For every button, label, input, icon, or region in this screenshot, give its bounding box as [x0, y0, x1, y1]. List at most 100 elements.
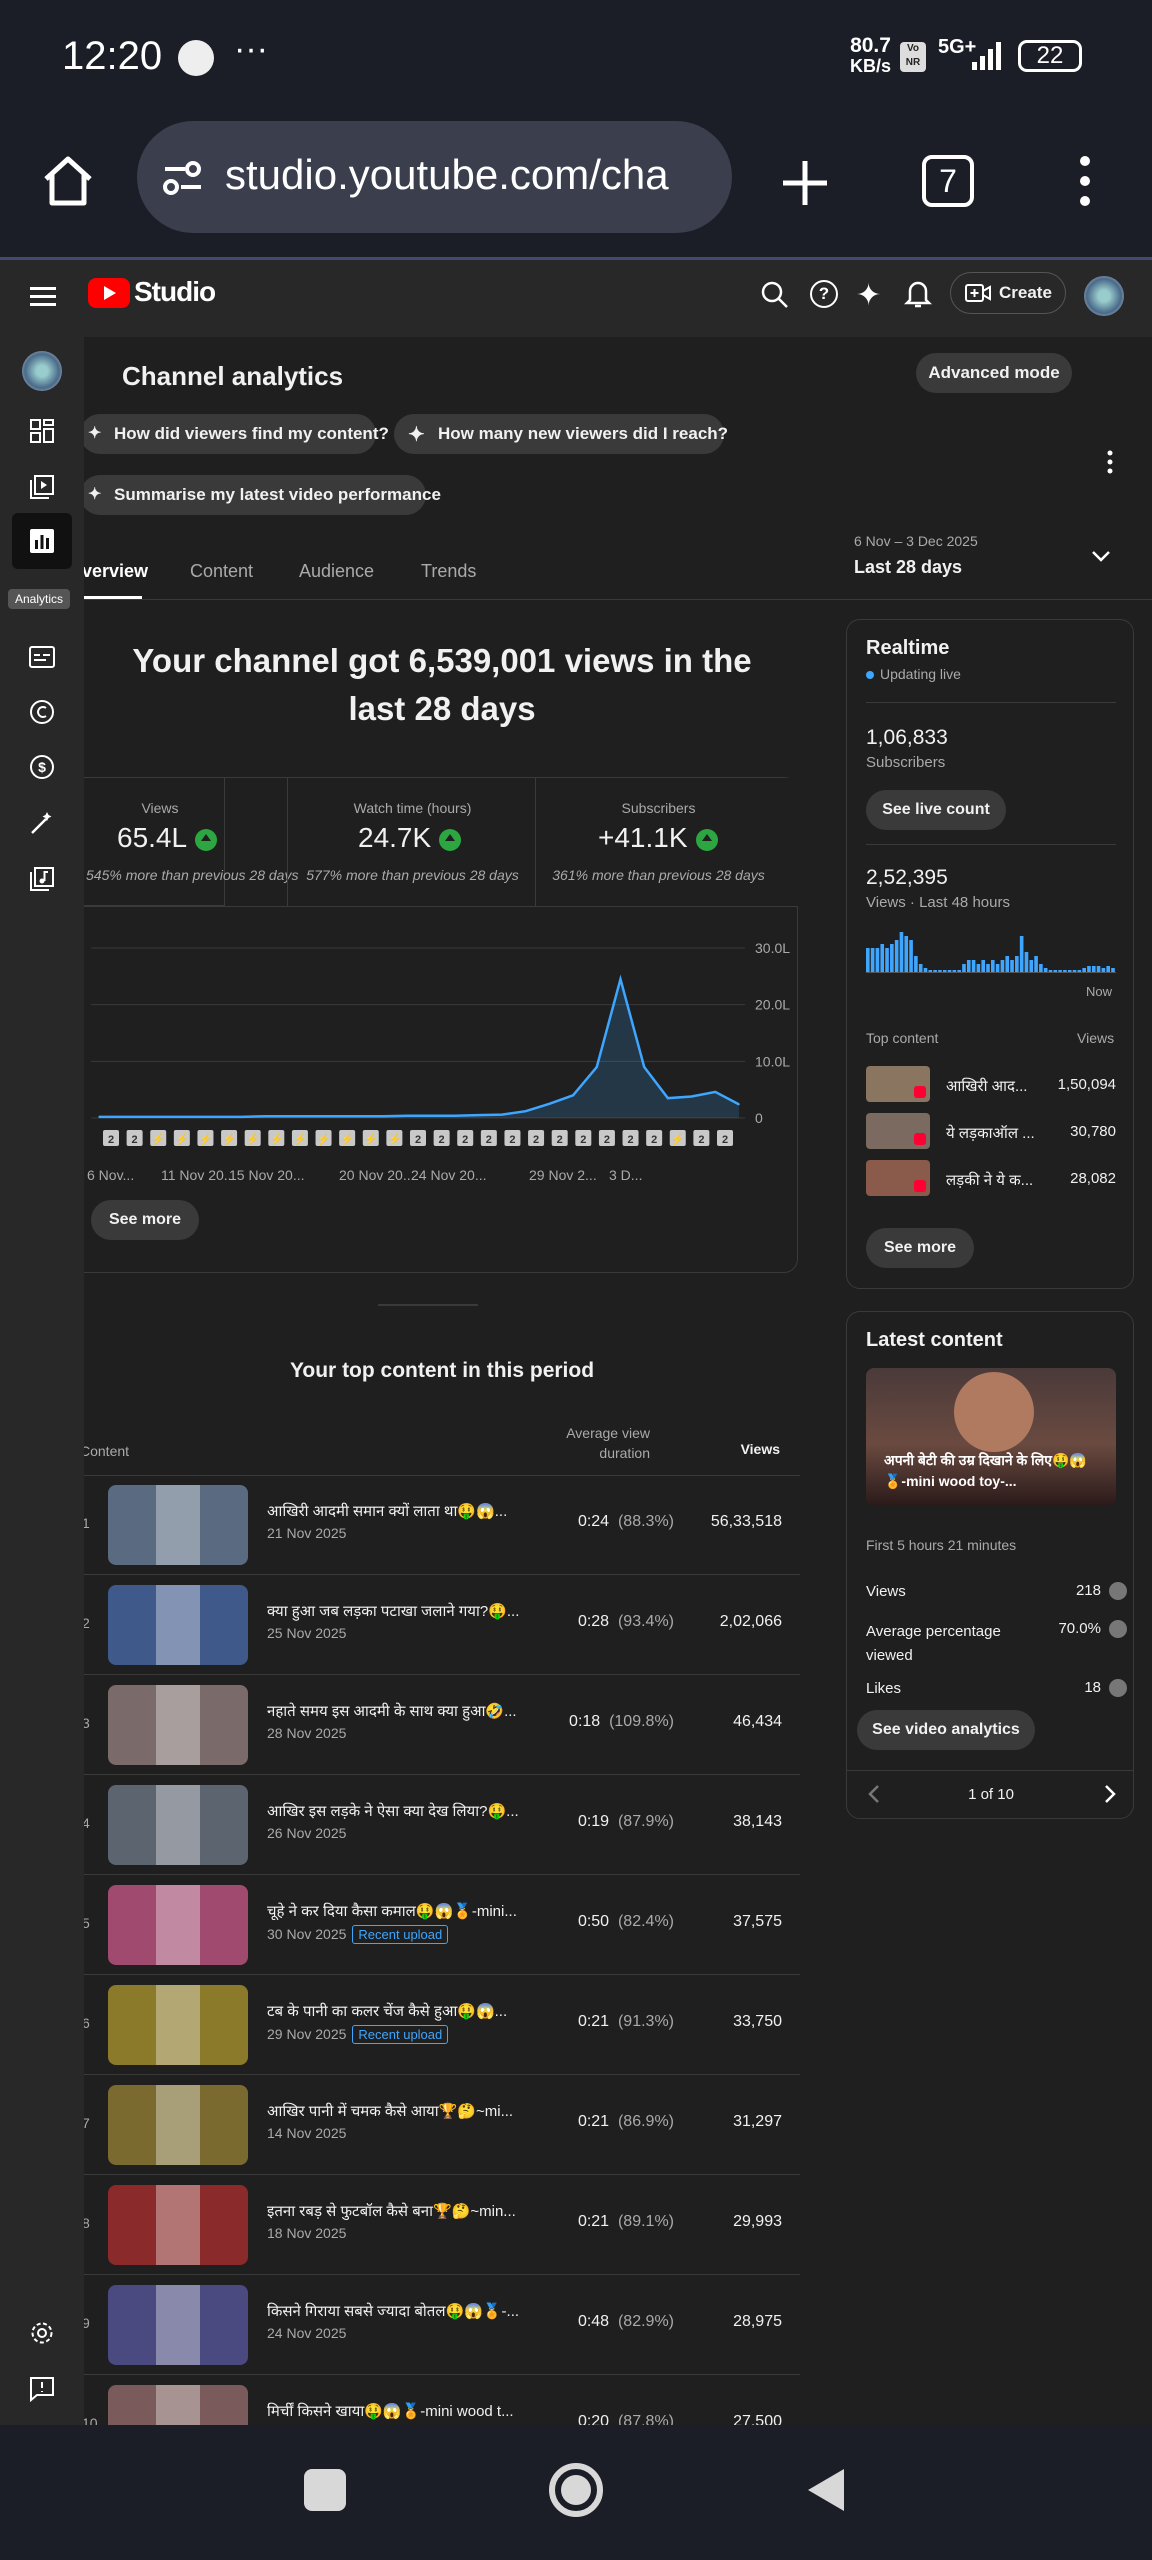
status-bar: 12:20 ··· 80.7 KB/s Vo NR 5G+ 22	[0, 0, 1152, 115]
see-video-analytics-button[interactable]: See video analytics	[857, 1710, 1035, 1750]
metric-subscribers[interactable]: Subscribers +41.1K 361% more than previo…	[536, 778, 798, 906]
marker-label: 2	[698, 1134, 704, 1146]
video-thumbnail[interactable]	[108, 2185, 248, 2265]
top-content-label: Top content	[866, 1030, 939, 1046]
content-icon[interactable]	[22, 467, 62, 507]
sidebar-item-analytics[interactable]	[12, 513, 72, 569]
video-thumbnail[interactable]	[108, 1585, 248, 1665]
tab-audience[interactable]: Audience	[299, 561, 375, 581]
table-row[interactable]: 5 चूहे ने कर दिया कैसा कमाल🤑😱🏅-mini... 30 …	[84, 1875, 800, 1975]
site-settings-icon[interactable]	[161, 157, 203, 199]
x-tick-label: 20 Nov 20...	[339, 1167, 415, 1183]
hamburger-menu-icon[interactable]	[30, 284, 58, 310]
subtitles-icon[interactable]	[22, 637, 62, 677]
latest-content-title: Latest content	[866, 1329, 1003, 1351]
latest-video-thumbnail[interactable]: अपनी बेटी की उम्र दिखाने के लिए🤑😱🏅-mini …	[866, 1368, 1116, 1506]
table-row[interactable]: 9 किसने गिराया सबसे ज्यादा बोतल🤑😱🏅-... 24 …	[84, 2275, 800, 2375]
video-title[interactable]: मिर्चीं किसने खाया🤑😱🏅-mini wood t...	[267, 2403, 514, 2420]
suggestion-chip-1[interactable]: ✦ How did viewers find my content?	[84, 414, 389, 454]
realtime-top-item[interactable]: ये लड़काऑल ... 30,780	[866, 1111, 1116, 1151]
video-marker-icon	[103, 1130, 119, 1146]
table-row[interactable]: 10 मिर्चीं किसने खाया🤑😱🏅-mini wood t... 0:…	[84, 2375, 800, 2425]
video-title[interactable]: किसने गिराया सबसे ज्यादा बोतल🤑😱🏅-...	[267, 2303, 520, 2320]
video-marker-icon	[693, 1130, 710, 1146]
chevron-right-icon[interactable]	[1102, 1784, 1118, 1804]
studio-logo-text[interactable]: Studio	[134, 276, 216, 307]
create-button[interactable]: Create	[950, 272, 1066, 314]
customization-wand-icon[interactable]	[22, 803, 62, 843]
realtime-top-item[interactable]: आखिरी आद... 1,50,094	[866, 1064, 1116, 1104]
avg-view-duration: 0:24 (88.3%)	[577, 1513, 674, 1530]
marker-label: 2	[722, 1134, 728, 1146]
url-bar[interactable]: studio.youtube.com/cha	[137, 121, 732, 233]
settings-gear-icon[interactable]	[22, 2313, 62, 2353]
video-thumbnail[interactable]	[108, 1685, 248, 1765]
notifications-bell-icon[interactable]	[903, 278, 933, 310]
table-row[interactable]: 6 टब के पानी का कलर चेंज कैसे हुआ🤑😱... 29 …	[84, 1975, 800, 2075]
video-thumbnail[interactable]	[108, 1885, 248, 1965]
video-title[interactable]: क्या हुआ जब लड़का पटाखा जलाने गया?🤑...	[267, 1603, 520, 1620]
realtime-bar-chart[interactable]	[866, 930, 1116, 972]
url-text[interactable]: studio.youtube.com/cha	[225, 151, 669, 198]
video-thumbnail[interactable]	[108, 1785, 248, 1865]
tab-count-icon[interactable]: 7	[922, 155, 974, 207]
table-row[interactable]: 2 क्या हुआ जब लड़का पटाखा जलाने गया?🤑... 2…	[84, 1575, 800, 1675]
table-row[interactable]: 4 आखिर इस लड़के ने ऐसा क्या देख लिया?🤑...…	[84, 1775, 800, 1875]
audio-library-icon[interactable]	[22, 859, 62, 899]
video-thumbnail[interactable]	[108, 1985, 248, 2065]
suggestion-chip-2[interactable]: ✦ How many new viewers did I reach?	[394, 414, 728, 454]
sparkle-icon[interactable]: ✦	[856, 279, 882, 312]
video-title[interactable]: इतना रबड़ से फुटबॉल कैसे बना🏆🤔~min...	[267, 2203, 516, 2220]
video-title[interactable]: आखिर पानी में चमक कैसे आया🏆🤔~mi...	[267, 2103, 514, 2120]
dashboard-icon[interactable]	[22, 411, 62, 451]
table-row[interactable]: 1 आखिरी आदमी समान क्यों लाता था🤑😱... 21 No…	[84, 1475, 800, 1575]
youtube-logo-icon[interactable]	[88, 278, 130, 308]
account-avatar[interactable]	[1084, 276, 1124, 316]
short-marker-icon	[197, 1130, 214, 1146]
marker-label: ⚡	[175, 1133, 189, 1146]
video-title[interactable]: आखिरी आदमी समान क्यों लाता था🤑😱...	[267, 1503, 508, 1520]
copyright-icon[interactable]	[22, 692, 62, 732]
advanced-mode-button[interactable]: Advanced mode	[916, 353, 1072, 393]
tab-content[interactable]: Content	[190, 561, 254, 581]
video-thumbnail[interactable]	[108, 2385, 248, 2425]
table-row[interactable]: 7 आखिर पानी में चमक कैसे आया🏆🤔~mi... 14 No…	[84, 2075, 800, 2175]
new-tab-icon[interactable]	[775, 153, 835, 213]
table-row[interactable]: 3 नहाते समय इस आदमी के साथ क्या हुआ🤣... 28…	[84, 1675, 800, 1775]
help-icon[interactable]: ?	[810, 280, 838, 308]
realtime-top-item[interactable]: लड़की ने ये क... 28,082	[866, 1158, 1116, 1198]
realtime-bar	[981, 960, 985, 972]
table-row[interactable]: 8 इतना रबड़ से फुटबॉल कैसे बना🏆🤔~min... 18…	[84, 2175, 800, 2275]
feedback-icon[interactable]	[22, 2369, 62, 2409]
video-thumbnail[interactable]	[108, 2085, 248, 2165]
video-title[interactable]: चूहे ने कर दिया कैसा कमाल🤑😱🏅-mini...	[267, 1903, 517, 1920]
earn-icon[interactable]: $	[22, 747, 62, 787]
recent-apps-icon[interactable]	[304, 2469, 346, 2511]
views-area-chart[interactable]: 30.0L 20.0L 10.0L 0 2 2 ⚡ ⚡ ⚡ ⚡ ⚡ ⚡ ⚡ ⚡ ⚡ ⚡ ⚡ 2 2 2 2 2 2 2 2 2 2 2…	[84, 918, 797, 1188]
suggestion-chip-3[interactable]: ✦ Summarise my latest video performance	[84, 475, 441, 515]
tab-trends[interactable]: Trends	[421, 561, 477, 581]
video-thumbnail[interactable]	[108, 1485, 248, 1565]
more-vert-icon[interactable]	[1104, 449, 1116, 475]
chevron-down-icon[interactable]	[1090, 549, 1112, 563]
video-marker-icon	[457, 1130, 474, 1146]
metric-watch-time[interactable]: Watch time (hours) 24.7K 577% more than …	[287, 778, 536, 906]
see-live-count-button[interactable]: See live count	[866, 790, 1006, 830]
browser-menu-icon[interactable]	[1070, 151, 1100, 211]
date-range-dates[interactable]: 6 Nov – 3 Dec 2025	[854, 533, 978, 549]
realtime-see-more-button[interactable]: See more	[866, 1228, 974, 1268]
home-icon[interactable]	[38, 151, 98, 211]
back-nav-icon[interactable]	[804, 2465, 848, 2515]
chevron-left-icon[interactable]	[866, 1784, 882, 1804]
video-title[interactable]: टब के पानी का कलर चेंज कैसे हुआ🤑😱...	[267, 2003, 508, 2020]
video-title[interactable]: आखिर इस लड़के ने ऐसा क्या देख लिया?🤑...	[267, 1803, 519, 1820]
search-icon[interactable]	[760, 280, 790, 310]
home-nav-icon[interactable]	[549, 2463, 603, 2517]
date-range-label[interactable]: Last 28 days	[854, 557, 963, 577]
metric-views[interactable]: Views 65.4L 545% more than previous 28 d…	[84, 778, 298, 906]
channel-avatar[interactable]	[22, 351, 62, 391]
video-title[interactable]: नहाते समय इस आदमी के साथ क्या हुआ🤣...	[267, 1703, 517, 1720]
tab-overview[interactable]: verview	[84, 561, 149, 581]
video-thumbnail[interactable]	[108, 2285, 248, 2365]
see-more-button[interactable]: See more	[91, 1200, 199, 1240]
